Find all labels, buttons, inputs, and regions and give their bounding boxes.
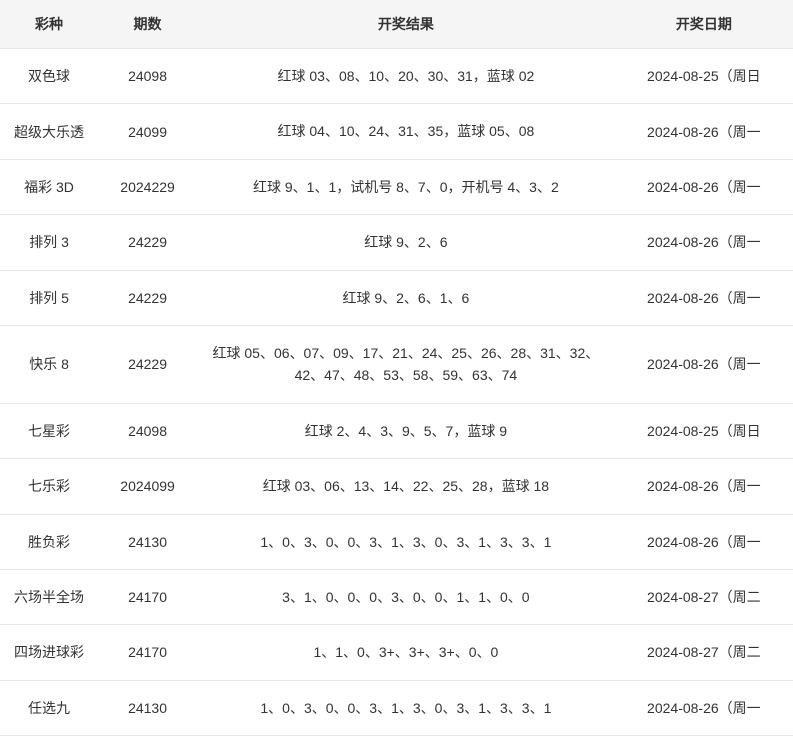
cell-period: 24229 <box>98 215 197 270</box>
table-row: 任选九 24130 1、0、3、0、0、3、1、3、0、3、1、3、3、1 20… <box>0 680 793 735</box>
cell-date: 2024-08-26（周一 <box>615 270 793 325</box>
cell-type: 双色球 <box>0 49 98 104</box>
cell-period: 24130 <box>98 680 197 735</box>
col-header-result: 开奖结果 <box>197 0 615 49</box>
table-row: 六场半全场 24170 3、1、0、0、0、3、0、0、1、1、0、0 2024… <box>0 569 793 624</box>
table-row: 福彩 3D 2024229 红球 9、1、1，试机号 8、7、0，开机号 4、3… <box>0 159 793 214</box>
cell-date: 2024-08-26（周一 <box>615 325 793 403</box>
cell-type: 排列 3 <box>0 215 98 270</box>
table-row: 胜负彩 24130 1、0、3、0、0、3、1、3、0、3、1、3、3、1 20… <box>0 514 793 569</box>
cell-period: 2024229 <box>98 159 197 214</box>
cell-result: 红球 9、2、6、1、6 <box>197 270 615 325</box>
cell-result: 红球 03、06、13、14、22、25、28，蓝球 18 <box>197 459 615 514</box>
cell-type: 快乐 8 <box>0 325 98 403</box>
cell-date: 2024-08-26（周一 <box>615 459 793 514</box>
cell-type: 排列 5 <box>0 270 98 325</box>
cell-result: 红球 04、10、24、31、35，蓝球 05、08 <box>197 104 615 159</box>
cell-period: 24170 <box>98 569 197 624</box>
cell-period: 24130 <box>98 514 197 569</box>
cell-period: 24098 <box>98 49 197 104</box>
col-header-date: 开奖日期 <box>615 0 793 49</box>
cell-period: 2024099 <box>98 459 197 514</box>
table-row: 七星彩 24098 红球 2、4、3、9、5、7，蓝球 9 2024-08-25… <box>0 403 793 458</box>
table-row: 排列 3 24229 红球 9、2、6 2024-08-26（周一 <box>0 215 793 270</box>
table-body: 双色球 24098 红球 03、08、10、20、30、31，蓝球 02 202… <box>0 49 793 736</box>
cell-period: 24099 <box>98 104 197 159</box>
cell-result: 3、1、0、0、0、3、0、0、1、1、0、0 <box>197 569 615 624</box>
table-row: 超级大乐透 24099 红球 04、10、24、31、35，蓝球 05、08 2… <box>0 104 793 159</box>
cell-result: 红球 2、4、3、9、5、7，蓝球 9 <box>197 403 615 458</box>
cell-date: 2024-08-26（周一 <box>615 104 793 159</box>
cell-date: 2024-08-26（周一 <box>615 680 793 735</box>
cell-result: 红球 03、08、10、20、30、31，蓝球 02 <box>197 49 615 104</box>
cell-type: 超级大乐透 <box>0 104 98 159</box>
cell-type: 任选九 <box>0 680 98 735</box>
table-row: 双色球 24098 红球 03、08、10、20、30、31，蓝球 02 202… <box>0 49 793 104</box>
cell-type: 胜负彩 <box>0 514 98 569</box>
cell-result: 红球 9、1、1，试机号 8、7、0，开机号 4、3、2 <box>197 159 615 214</box>
cell-type: 六场半全场 <box>0 569 98 624</box>
cell-result: 红球 9、2、6 <box>197 215 615 270</box>
cell-date: 2024-08-27（周二 <box>615 569 793 624</box>
table-header-row: 彩种 期数 开奖结果 开奖日期 <box>0 0 793 49</box>
cell-result: 1、0、3、0、0、3、1、3、0、3、1、3、3、1 <box>197 680 615 735</box>
cell-date: 2024-08-25（周日 <box>615 49 793 104</box>
cell-result: 红球 05、06、07、09、17、21、24、25、26、28、31、32、4… <box>197 325 615 403</box>
table-row: 七乐彩 2024099 红球 03、06、13、14、22、25、28，蓝球 1… <box>0 459 793 514</box>
cell-type: 福彩 3D <box>0 159 98 214</box>
cell-date: 2024-08-25（周日 <box>615 403 793 458</box>
cell-period: 24229 <box>98 270 197 325</box>
table-row: 快乐 8 24229 红球 05、06、07、09、17、21、24、25、26… <box>0 325 793 403</box>
cell-date: 2024-08-26（周一 <box>615 514 793 569</box>
col-header-type: 彩种 <box>0 0 98 49</box>
cell-type: 七乐彩 <box>0 459 98 514</box>
table-row: 排列 5 24229 红球 9、2、6、1、6 2024-08-26（周一 <box>0 270 793 325</box>
cell-date: 2024-08-26（周一 <box>615 159 793 214</box>
cell-date: 2024-08-26（周一 <box>615 215 793 270</box>
cell-period: 24098 <box>98 403 197 458</box>
lottery-results-table: 彩种 期数 开奖结果 开奖日期 双色球 24098 红球 03、08、10、20… <box>0 0 793 736</box>
cell-type: 七星彩 <box>0 403 98 458</box>
cell-period: 24229 <box>98 325 197 403</box>
col-header-period: 期数 <box>98 0 197 49</box>
cell-result: 1、0、3、0、0、3、1、3、0、3、1、3、3、1 <box>197 514 615 569</box>
